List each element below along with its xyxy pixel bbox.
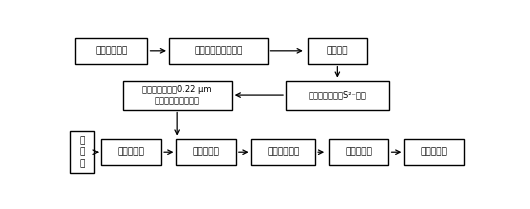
Bar [101,139,161,165]
Text: 六通进样阀: 六通进样阀 [192,148,219,157]
Text: 高压平流泵: 高压平流泵 [118,148,145,157]
Text: 经固相萃取柱和0.22 μm
滤膜吸附、过滤处理: 经固相萃取柱和0.22 μm 滤膜吸附、过滤处理 [143,85,212,106]
Bar [329,139,388,165]
Bar [251,139,315,165]
Text: 安培检测器: 安培检测器 [345,148,372,157]
Text: 非氧化压滤装置压滤: 非氧化压滤装置压滤 [194,46,242,55]
Text: 样品稀释: 样品稀释 [326,46,348,55]
Text: 淋
洗
液: 淋 洗 液 [79,136,85,168]
Bar [404,139,464,165]
Bar [169,38,268,64]
Bar [123,81,232,110]
Bar [69,131,94,173]
Bar [307,38,367,64]
Text: 钻井泥浆样品: 钻井泥浆样品 [95,46,128,55]
Text: 加入系列浓度的S²⁻标液: 加入系列浓度的S²⁻标液 [308,90,366,99]
Bar [286,81,388,110]
Text: 色谱工作站: 色谱工作站 [420,148,447,157]
Bar [75,38,147,64]
Text: 阴离子色谱柱: 阴离子色谱柱 [267,148,299,157]
Bar [176,139,236,165]
